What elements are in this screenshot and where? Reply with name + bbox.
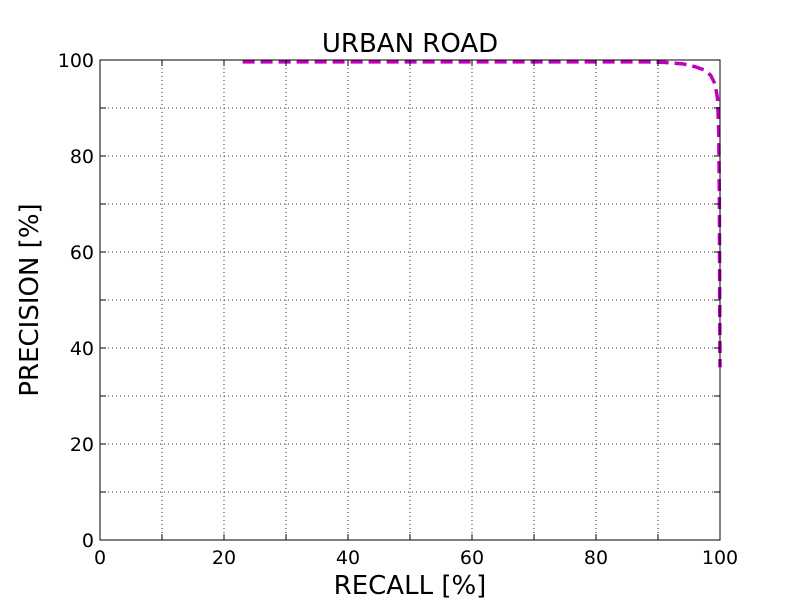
axis-ticks: 0 20 40 60 80 100 0 20 40 60 80 100 bbox=[58, 50, 738, 569]
x-tick-label: 80 bbox=[584, 547, 608, 569]
x-tick-label: 60 bbox=[460, 547, 484, 569]
x-tick-label: 40 bbox=[336, 547, 360, 569]
x-tick-label: 20 bbox=[212, 547, 236, 569]
y-tick-label: 40 bbox=[70, 338, 94, 360]
x-axis-label: RECALL [%] bbox=[334, 571, 487, 600]
chart-title: URBAN ROAD bbox=[322, 29, 498, 59]
x-tick-label: 0 bbox=[94, 547, 106, 569]
y-tick-label: 60 bbox=[70, 242, 94, 264]
x-tick-label: 100 bbox=[702, 547, 738, 569]
y-tick-label: 20 bbox=[70, 434, 94, 456]
y-axis-label: PRECISION [%] bbox=[15, 203, 45, 396]
grid-lines bbox=[100, 60, 720, 540]
y-tick-label: 80 bbox=[70, 146, 94, 168]
y-tick-label: 0 bbox=[82, 530, 94, 552]
y-tick-label: 100 bbox=[58, 50, 94, 72]
